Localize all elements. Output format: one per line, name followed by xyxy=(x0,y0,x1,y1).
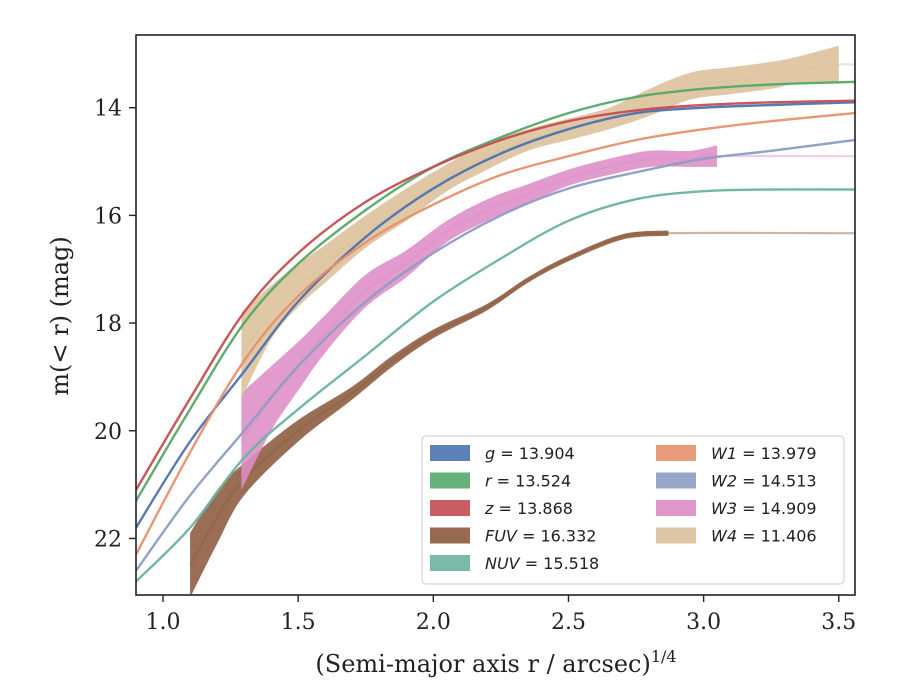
y-tick-label: 18 xyxy=(94,312,122,337)
y-tick-label: 22 xyxy=(94,527,122,552)
y-axis-label: m(< r) (mag) xyxy=(46,236,74,395)
x-tick-label: 2.0 xyxy=(416,610,451,635)
band-w3 xyxy=(241,145,718,490)
line-z xyxy=(136,99,855,491)
legend-label-nuv: NUV = 15.518 xyxy=(485,554,599,573)
line-g xyxy=(136,101,855,529)
band-w4 xyxy=(241,45,839,399)
legend-swatch-w4 xyxy=(656,527,696,544)
x-axis-label: (Semi-major axis r / arcsec)1/4 xyxy=(315,647,676,678)
legend-swatch-nuv xyxy=(430,555,470,571)
x-tick-label: 3.0 xyxy=(686,610,721,635)
line-w1 xyxy=(136,111,855,556)
line-w2 xyxy=(136,138,855,572)
legend-swatch-r xyxy=(430,472,470,489)
legend-label-r: r = 13.524 xyxy=(485,472,571,491)
legend-label-g: g = 13.904 xyxy=(485,444,575,463)
legend-swatch-w1 xyxy=(656,445,696,461)
plot-frame xyxy=(135,34,856,596)
legend-swatch-fuv xyxy=(430,527,470,544)
legend-swatch-w2 xyxy=(656,472,696,489)
legend-label-w2: W2 = 14.513 xyxy=(711,472,817,491)
legend-label-z: z = 13.868 xyxy=(484,499,573,518)
x-axis-label-text: (Semi-major axis r / arcsec) xyxy=(315,650,650,678)
line-nuv xyxy=(136,188,855,583)
legend: g = 13.904 r = 13.524 z = 13.868 FUV = 16.3… xyxy=(421,435,845,585)
x-tick-label: 2.5 xyxy=(551,610,586,635)
legend-swatch-g xyxy=(430,445,470,461)
x-tick-label: 1.5 xyxy=(281,610,316,635)
legend-label-w3: W3 = 14.909 xyxy=(711,499,817,518)
legend-swatch-z xyxy=(430,500,470,516)
x-axis-label-superscript: 1/4 xyxy=(651,647,677,666)
y-tick-label: 14 xyxy=(94,97,122,122)
x-axis-ticks: 1.0 1.5 2.0 2.5 3.0 3.5 xyxy=(146,595,856,635)
legend-label-w4: W4 = 11.406 xyxy=(711,527,817,546)
y-tick-label: 20 xyxy=(94,420,122,445)
uncertainty-bands xyxy=(190,45,839,595)
y-tick-label: 16 xyxy=(94,204,122,229)
legend-swatch-w3 xyxy=(656,500,696,516)
x-tick-label: 3.5 xyxy=(821,610,856,635)
legend-frame xyxy=(421,435,845,585)
y-axis-ticks: 14 16 18 20 22 xyxy=(94,97,136,552)
profile-lines xyxy=(136,80,855,583)
x-tick-label: 1.0 xyxy=(146,610,181,635)
legend-label-w1: W1 = 13.979 xyxy=(711,444,817,463)
legend-label-fuv: FUV = 16.332 xyxy=(485,527,596,546)
